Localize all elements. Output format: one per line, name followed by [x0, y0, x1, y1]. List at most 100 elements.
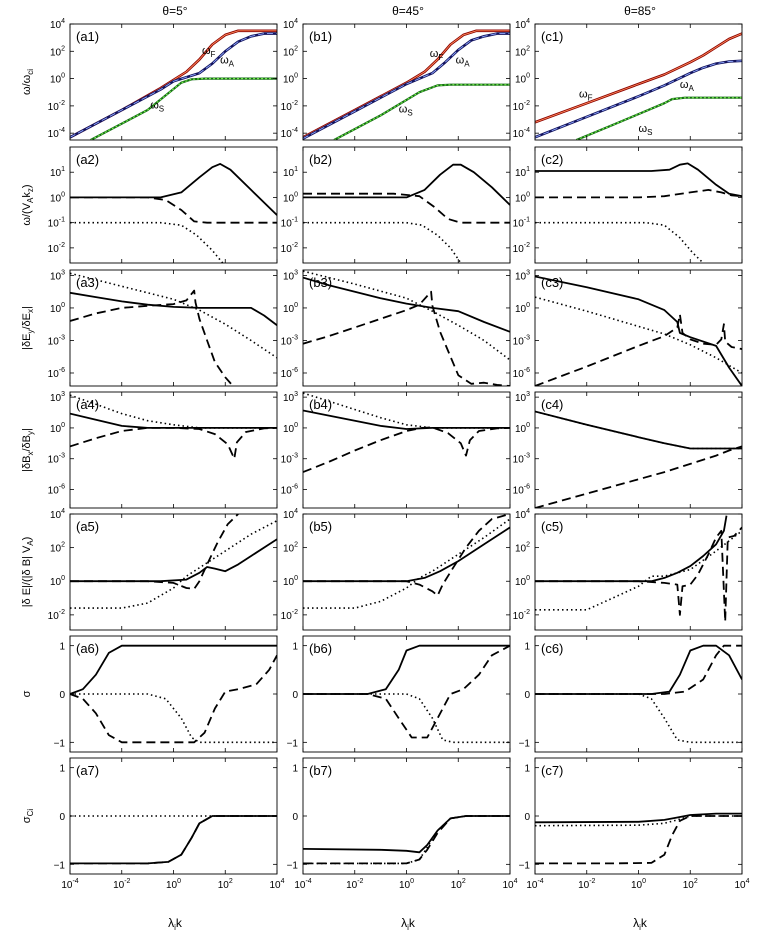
panel-label: (b3): [309, 275, 332, 290]
panel-b4: 10-6 10-3 100 103 (b4): [281, 391, 511, 509]
series-line-dotted: [303, 518, 510, 609]
y-tick-label: 0: [59, 812, 65, 823]
panel-a3: 10-6 10-3 100 103 (a3): [48, 269, 278, 387]
y-tick-label: 10-4: [281, 127, 298, 140]
x-tick-label: 102: [218, 878, 233, 891]
curve-annotation: ωS: [399, 104, 413, 118]
y-tick-label: 103: [283, 269, 298, 282]
series-group: [535, 275, 742, 386]
series-line-dotted: [303, 392, 510, 429]
series-line-dotted: [303, 693, 510, 744]
y-tick-label: 10-2: [513, 100, 530, 113]
y-tick-label: 10-3: [281, 453, 298, 466]
panel-label: (c4): [541, 397, 563, 412]
series-line-dashed: [303, 426, 510, 473]
curve-annotation: ωA: [456, 55, 471, 69]
y-tick-label: 10-1: [281, 217, 298, 230]
y-tick-label: −1: [287, 860, 299, 871]
series-line-dashed: [70, 427, 277, 460]
series-group: [70, 29, 277, 140]
series-group: [303, 514, 510, 609]
y-tick-label: 103: [50, 391, 65, 404]
y-axis-label-row-6: σ: [21, 690, 33, 697]
panel-c1: 10-4 10-2 100 102 104 (c1) ωF ωA ωS: [513, 18, 743, 141]
series-group: [535, 162, 742, 263]
x-tick-label: 100: [399, 878, 414, 891]
series-line-s: [90, 78, 277, 140]
series-group: [303, 270, 510, 386]
y-tick-label: 103: [515, 269, 530, 282]
y-tick-label: 0: [292, 812, 298, 823]
series-line-dashed: [303, 514, 510, 597]
curve-annotation: ωF: [579, 89, 593, 103]
y-tick-label: 0: [292, 690, 298, 701]
y-tick-label: 10-3: [48, 453, 65, 466]
series-line-dotted: [303, 270, 510, 361]
panel-label: (a4): [76, 397, 99, 412]
y-tick-label: 103: [50, 269, 65, 282]
series-line-dotted: [70, 693, 277, 744]
panel-c4: 10-6 10-3 100 103 (c4): [513, 391, 743, 509]
series-line-solid: [535, 410, 742, 450]
y-tick-label: 104: [515, 508, 530, 521]
x-tick-label: 104: [269, 878, 284, 891]
y-tick-label: 101: [50, 166, 65, 179]
panel-label: (c7): [541, 763, 563, 778]
y-tick-label: 100: [283, 575, 298, 588]
series-line-dashed: [70, 815, 277, 865]
series-line-dotted: [535, 815, 742, 827]
series-line-s: [333, 84, 510, 140]
panel-b5: 10-2 100 102 104 (b5): [281, 508, 511, 631]
y-tick-label: 102: [515, 45, 530, 58]
series-group: [303, 29, 510, 140]
series-line-solid: [535, 812, 742, 824]
series-line-dashed: [535, 313, 742, 386]
y-tick-label: 10-6: [513, 484, 530, 497]
x-tick-label: 102: [683, 878, 698, 891]
series-group: [303, 163, 510, 263]
series-line-dashed: [70, 289, 234, 386]
series-line-a: [303, 33, 510, 139]
y-tick-label: 10-6: [513, 367, 530, 380]
y-tick-label: 10-6: [48, 367, 65, 380]
panel-grid: 10-410-2100102104(a1)ωFωAωS10-410-210010…: [21, 18, 750, 891]
x-tick-label: 100: [166, 878, 181, 891]
x-tick-label: 102: [451, 878, 466, 891]
column-titles: θ=5° θ=45° θ=85°: [162, 4, 656, 18]
series-line-alfven: [535, 189, 742, 199]
y-tick-label: 1: [292, 764, 298, 775]
series-line-fast: [303, 163, 510, 206]
series-group: [70, 514, 277, 609]
column-title-2: θ=45°: [392, 4, 424, 18]
y-tick-label: 100: [515, 191, 530, 204]
series-line-alfven: [70, 196, 277, 224]
x-tick-label: 10-4: [294, 878, 311, 891]
y-axis-label-row-3: |δEy/δEx|: [21, 306, 35, 350]
series-line-fast: [70, 163, 277, 216]
series-line-solid: [303, 815, 510, 854]
panel-label: (b5): [309, 519, 332, 534]
y-tick-label: 10-3: [513, 453, 530, 466]
y-tick-label: 1: [59, 764, 65, 775]
y-axis-label-row-5: |δ E|/(|δ B| VA): [21, 537, 35, 608]
panel-c3: 10-6 10-3 100 103 (c3): [513, 269, 743, 387]
y-tick-label: 0: [59, 690, 65, 701]
panel-label: (a7): [76, 763, 99, 778]
series-line-dashed: [535, 445, 742, 508]
series-line-solid: [303, 276, 510, 333]
y-tick-label: 10-2: [48, 100, 65, 113]
panel-b2: 10-2 10-1 100 101 (b2): [281, 146, 511, 264]
y-tick-label: 100: [50, 302, 65, 315]
series-line-slow: [535, 221, 704, 263]
x-tick-label: 10-2: [113, 878, 130, 891]
column-title-1: θ=5°: [162, 4, 187, 18]
panel-a7: 10-4 10-2 100 102 104 −1 0 1 (a7): [54, 757, 285, 891]
y-tick-label: 10-3: [48, 334, 65, 347]
x-tick-label: 10-2: [578, 878, 595, 891]
series-line-a: [535, 60, 742, 138]
series-group: [70, 272, 277, 386]
series-line-solid: [535, 275, 742, 386]
y-tick-label: 100: [50, 191, 65, 204]
y-tick-label: 101: [515, 166, 530, 179]
y-tick-label: 102: [50, 45, 65, 58]
